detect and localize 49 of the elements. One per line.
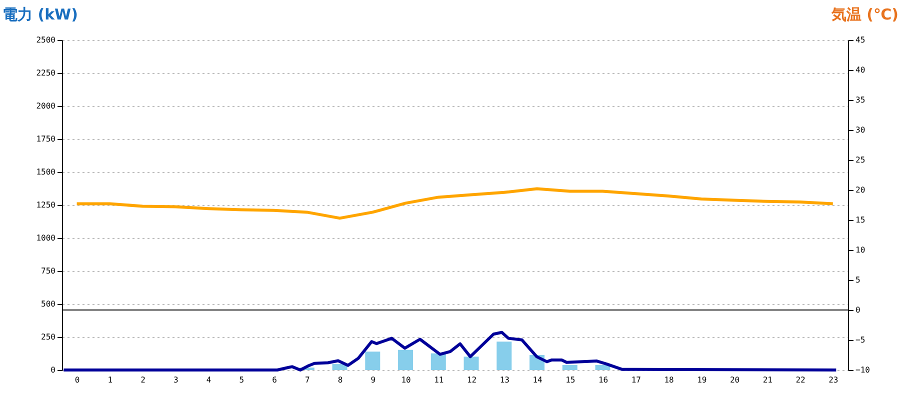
y2-tick-label: 45: [856, 36, 866, 44]
y-tick-label: 1250: [36, 200, 56, 210]
y-tick-label: 2000: [36, 102, 56, 110]
y-tick-label: 1500: [36, 168, 56, 176]
x-tick-label: 21: [762, 376, 773, 384]
y2-tick-label: −5: [856, 336, 866, 344]
x-tick-label: 23: [828, 376, 838, 384]
y2-tick-label: 10: [856, 246, 866, 254]
x-tick-label: 20: [730, 376, 740, 384]
y2-tick-label: 25: [856, 156, 866, 164]
x-tick-label: 2: [140, 376, 146, 384]
y-tick-label: 1750: [36, 134, 56, 144]
y2-tick-label: 5: [856, 276, 860, 284]
y-tick-label: 2500: [36, 36, 56, 44]
y2-tick-label: 15: [856, 216, 866, 224]
x-tick-label: 18: [664, 376, 674, 384]
y-tick-label: 250: [41, 332, 56, 342]
y2-tick-label: 0: [856, 306, 860, 314]
x-tick-label: 12: [466, 376, 477, 384]
x-tick-label: 19: [697, 376, 707, 384]
x-tick-label: 16: [598, 376, 608, 384]
x-tick-label: 13: [500, 376, 510, 384]
y2-tick-label: 35: [856, 96, 866, 104]
x-tick-label: 8: [338, 376, 343, 384]
x-tick-label: 4: [206, 376, 212, 384]
x-tick-label: 5: [239, 376, 244, 384]
x-tick-label: 0: [74, 376, 80, 384]
x-tick-label: 17: [631, 376, 642, 384]
y-tick-label: 500: [41, 300, 56, 308]
y2-axis-title: 気温 (℃): [830, 6, 898, 24]
y2-tick-label: 30: [856, 126, 866, 134]
x-tick-label: 10: [401, 376, 412, 384]
x-tick-label: 11: [434, 376, 444, 384]
x-tick-label: 14: [532, 376, 543, 384]
y2-tick-label: 40: [856, 66, 866, 74]
x-tick-label: 6: [272, 376, 278, 384]
x-tick-label: 3: [174, 376, 178, 384]
y-tick-label: 1000: [36, 234, 56, 242]
y-tick-label: 2250: [36, 68, 56, 78]
x-tick-label: 15: [566, 376, 576, 384]
x-tick-label: 7: [304, 376, 310, 384]
y-axis-title: 電力 (kW): [2, 6, 78, 24]
y2-tick-label: 20: [856, 186, 866, 194]
y2-tick-label: −10: [856, 366, 870, 374]
y-tick-label: 0: [50, 366, 56, 374]
y-tick-label: 750: [41, 266, 56, 276]
x-tick-label: 1: [108, 376, 113, 384]
x-tick-label: 9: [370, 376, 376, 384]
x-tick-label: 22: [796, 376, 806, 384]
